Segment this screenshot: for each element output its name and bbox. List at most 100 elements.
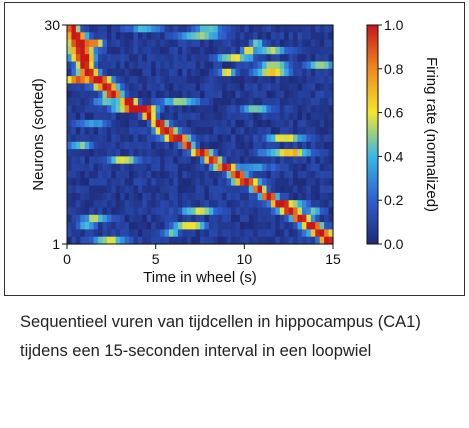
- heatmap-cell-n29: [124, 32, 130, 41]
- heatmap-cell-n21: [191, 90, 197, 99]
- heatmap-cell-n22: [328, 83, 334, 92]
- heatmap-cell-n8: [315, 185, 321, 194]
- heatmap-cell-n5: [284, 207, 290, 216]
- heatmap-cell-n1: [120, 236, 126, 245]
- heatmap-cell-n11: [306, 163, 312, 172]
- heatmap-cell-n7: [146, 192, 152, 201]
- heatmap-cell-n12: [182, 156, 188, 165]
- heatmap-cell-n20: [89, 98, 95, 106]
- heatmap-cell-n29: [160, 32, 166, 41]
- heatmap-cell-n5: [200, 207, 206, 216]
- heatmap-cell-n18: [222, 112, 228, 121]
- heatmap-cell-n16: [106, 127, 112, 136]
- heatmap-cell-n3: [262, 222, 268, 230]
- heatmap-cell-n3: [319, 222, 325, 230]
- heatmap-cell-n10: [71, 171, 77, 179]
- heatmap-cell-n22: [266, 83, 272, 92]
- heatmap-cell-n2: [164, 229, 170, 238]
- heatmap-cell-n29: [226, 32, 232, 41]
- heatmap-cell-n13: [235, 149, 241, 157]
- heatmap-cell-n19: [208, 105, 214, 114]
- heatmap-cell-n4: [284, 214, 290, 223]
- heatmap-cell-n26: [288, 54, 294, 63]
- heatmap-cell-n16: [284, 127, 290, 136]
- heatmap-cell-n20: [231, 98, 237, 106]
- heatmap-cell-n2: [310, 229, 316, 238]
- heatmap-cell-n20: [71, 98, 77, 106]
- heatmap-cell-n20: [239, 98, 245, 106]
- heatmap-cell-n17: [98, 119, 104, 128]
- heatmap-cell-n17: [231, 119, 237, 128]
- heatmap-cell-n15: [173, 134, 179, 143]
- heatmap-cell-n6: [222, 200, 228, 209]
- heatmap-cell-n15: [217, 134, 223, 143]
- heatmap-cell-n13: [253, 149, 259, 157]
- heatmap-cell-n17: [160, 119, 166, 128]
- heatmap-cell-n11: [279, 163, 285, 172]
- heatmap-cell-n8: [151, 185, 157, 194]
- heatmap-cell-n21: [186, 90, 192, 99]
- heatmap-cell-n15: [93, 134, 99, 143]
- heatmap-cell-n4: [235, 214, 241, 223]
- heatmap-cell-n11: [120, 163, 126, 172]
- heatmap-cell-n10: [213, 171, 219, 179]
- heatmap-cell-n6: [306, 200, 312, 209]
- heatmap-cell-n1: [284, 236, 290, 245]
- heatmap-cell-n8: [102, 185, 108, 194]
- heatmap-cell-n16: [195, 127, 201, 136]
- heatmap-cell-n13: [310, 149, 316, 157]
- heatmap-cell-n11: [89, 163, 95, 172]
- heatmap-cell-n7: [262, 192, 268, 201]
- heatmap-cell-n10: [129, 171, 135, 179]
- heatmap-cell-n16: [98, 127, 104, 136]
- heatmap-cell-n23: [182, 76, 188, 84]
- heatmap-cell-n21: [301, 90, 307, 99]
- heatmap-cell-n30: [142, 25, 148, 33]
- heatmap-cell-n20: [173, 98, 179, 106]
- heatmap-cell-n25: [244, 61, 250, 70]
- heatmap-cell-n18: [270, 112, 276, 121]
- heatmap-cell-n28: [310, 39, 316, 48]
- heatmap-cell-n12: [262, 156, 268, 165]
- heatmap-cell-n17: [89, 119, 95, 128]
- heatmap-cell-n9: [257, 178, 263, 187]
- heatmap-cell-n12: [270, 156, 276, 165]
- heatmap-cell-n18: [262, 112, 268, 121]
- heatmap-cell-n8: [93, 185, 99, 194]
- heatmap-cell-n24: [200, 68, 206, 77]
- heatmap-cell-n13: [168, 149, 174, 157]
- heatmap-cell-n29: [244, 32, 250, 41]
- heatmap-cell-n10: [84, 171, 90, 179]
- heatmap-cell-n3: [137, 222, 143, 230]
- heatmap-cell-n11: [253, 163, 259, 172]
- heatmap-cell-n22: [231, 83, 237, 92]
- heatmap-cell-n18: [75, 112, 81, 121]
- heatmap-cell-n21: [160, 90, 166, 99]
- heatmap-cell-n21: [213, 90, 219, 99]
- heatmap-cell-n16: [155, 127, 161, 136]
- heatmap-cell-n16: [182, 127, 188, 136]
- heatmap-cell-n23: [71, 76, 77, 84]
- heatmap-cell-n26: [102, 54, 108, 63]
- heatmap-cell-n22: [75, 83, 81, 92]
- heatmap-cell-n10: [297, 171, 303, 179]
- heatmap-cell-n5: [226, 207, 232, 216]
- heatmap-cell-n24: [270, 68, 276, 77]
- heatmap-cell-n12: [301, 156, 307, 165]
- heatmap-cell-n18: [80, 112, 86, 121]
- heatmap-cell-n12: [137, 156, 143, 165]
- heatmap-cell-n20: [324, 98, 330, 106]
- heatmap-cell-n26: [306, 54, 312, 63]
- heatmap-cell-n11: [93, 163, 99, 172]
- heatmap-cell-n4: [142, 214, 148, 223]
- heatmap-cell-n12: [151, 156, 157, 165]
- heatmap-cell-n6: [133, 200, 139, 209]
- heatmap-cell-n11: [244, 163, 250, 172]
- heatmap-cell-n17: [297, 119, 303, 128]
- heatmap-cell-n19: [80, 105, 86, 114]
- heatmap-cell-n27: [89, 46, 95, 55]
- heatmap-cell-n17: [177, 119, 183, 128]
- heatmap-cell-n18: [186, 112, 192, 121]
- heatmap-cell-n13: [239, 149, 245, 157]
- heatmap-cell-n9: [297, 178, 303, 187]
